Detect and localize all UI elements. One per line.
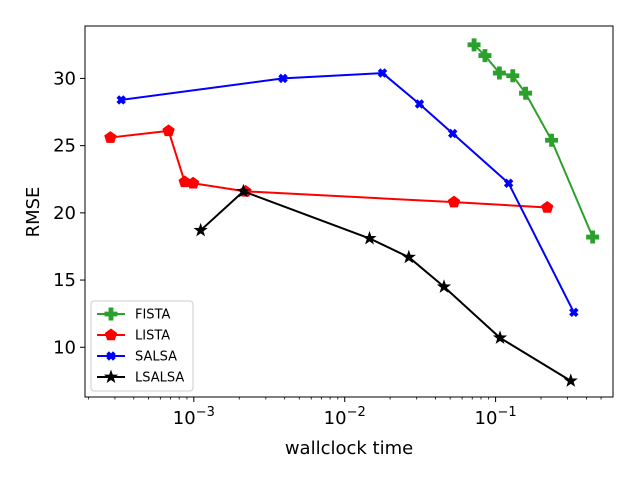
data-point-lsalsa xyxy=(563,373,578,387)
data-point-fista xyxy=(545,133,559,147)
data-point-lsalsa xyxy=(236,183,251,198)
legend-marker xyxy=(104,328,118,341)
legend-label: SALSA xyxy=(135,350,177,365)
data-point-salsa xyxy=(116,95,126,105)
data-point-salsa xyxy=(278,73,288,84)
x-tick-label: 10−2 xyxy=(324,405,366,429)
x-axis-label: wallclock time xyxy=(285,438,413,459)
data-point-lista xyxy=(447,195,461,208)
data-point-fista xyxy=(506,69,520,83)
y-tick-label: 20 xyxy=(53,203,76,224)
data-point-lista xyxy=(541,200,554,213)
data-point-lista xyxy=(186,176,200,189)
data-point-salsa xyxy=(377,68,388,78)
y-tick-label: 25 xyxy=(53,136,76,157)
x-tick-label: 10−3 xyxy=(173,405,215,429)
series-line-fista xyxy=(473,44,594,238)
legend-box xyxy=(90,300,194,392)
data-point-lsalsa xyxy=(193,222,208,237)
data-point-lsalsa xyxy=(401,249,416,264)
data-point-fista xyxy=(467,38,481,52)
data-point-lsalsa xyxy=(436,279,452,293)
series-lsalsa xyxy=(193,183,578,387)
data-point-fista xyxy=(492,66,506,80)
series-salsa xyxy=(116,68,579,318)
data-point-salsa xyxy=(448,128,458,139)
legend: FISTA LISTA SALSA LSALSA xyxy=(90,300,194,392)
legend-item-lista: LISTA xyxy=(97,328,170,344)
series-line-lista xyxy=(110,129,548,209)
legend-marker xyxy=(104,307,118,321)
series-line-salsa xyxy=(121,72,575,313)
data-point-lista xyxy=(162,124,175,137)
legend-marker xyxy=(106,351,116,361)
legend-item-fista: FISTA xyxy=(97,307,170,323)
data-point-salsa xyxy=(414,99,425,109)
legend-item-salsa: SALSA xyxy=(97,350,177,365)
data-point-lsalsa xyxy=(492,330,508,344)
series-fista xyxy=(467,38,600,244)
y-axis-label: RMSE xyxy=(23,187,44,238)
data-point-lista xyxy=(104,131,117,143)
data-point-salsa xyxy=(569,307,579,318)
series-lista xyxy=(104,124,554,213)
data-point-lista xyxy=(178,175,191,188)
legend-label: LISTA xyxy=(135,329,170,344)
legend-label: LSALSA xyxy=(135,371,184,386)
data-point-salsa xyxy=(503,178,514,189)
data-point-fista xyxy=(519,86,533,100)
data-point-lsalsa xyxy=(362,230,377,245)
legend-label: FISTA xyxy=(135,308,170,323)
series-line-lsalsa xyxy=(199,190,572,382)
y-tick-label: 30 xyxy=(53,68,76,89)
data-point-fista xyxy=(586,230,600,244)
legend-marker xyxy=(103,369,119,384)
data-point-fista xyxy=(478,49,492,63)
plot-frame xyxy=(84,25,614,398)
y-tick-label: 15 xyxy=(53,270,76,291)
x-tick-label: 10−1 xyxy=(475,405,517,429)
y-tick-label: 10 xyxy=(53,337,76,358)
legend-item-lsalsa: LSALSA xyxy=(97,369,184,386)
